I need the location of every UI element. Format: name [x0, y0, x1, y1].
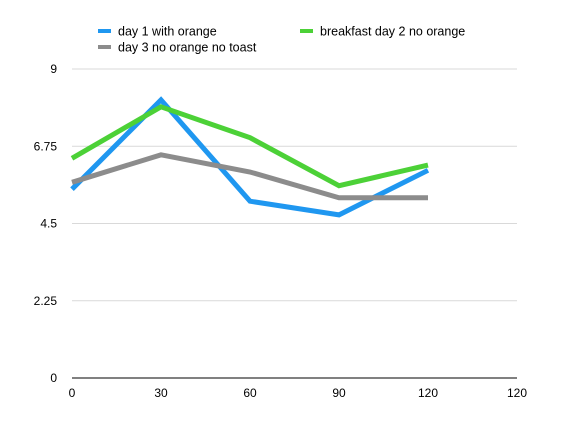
legend-label: day 3 no orange no toast: [118, 41, 257, 55]
y-tick-label: 6.75: [34, 139, 58, 153]
y-tick-label: 2.25: [34, 294, 58, 308]
legend-label: breakfast day 2 no orange: [320, 25, 465, 39]
x-tick-label: 90: [332, 386, 346, 400]
x-tick-label: 120: [418, 386, 438, 400]
y-axis-ticks: 0 2.25 4.5 6.75 9: [34, 62, 58, 385]
series-line-2: [70, 104, 429, 189]
x-axis-ticks: 0 30 60 90 120 120: [69, 386, 528, 400]
y-tick-label: 0: [50, 371, 57, 385]
gridlines: [72, 68, 517, 302]
series-lines: [70, 96, 430, 218]
legend-label: day 1 with orange: [118, 25, 217, 39]
legend: day 1 with orange breakfast day 2 no oran…: [98, 25, 465, 55]
x-tick-label: 30: [154, 386, 168, 400]
y-tick-label: 4.5: [40, 217, 57, 231]
x-tick-label: 0: [69, 386, 76, 400]
x-tick-label: 120: [507, 386, 527, 400]
x-tick-label: 60: [243, 386, 257, 400]
y-tick-label: 9: [50, 62, 57, 76]
